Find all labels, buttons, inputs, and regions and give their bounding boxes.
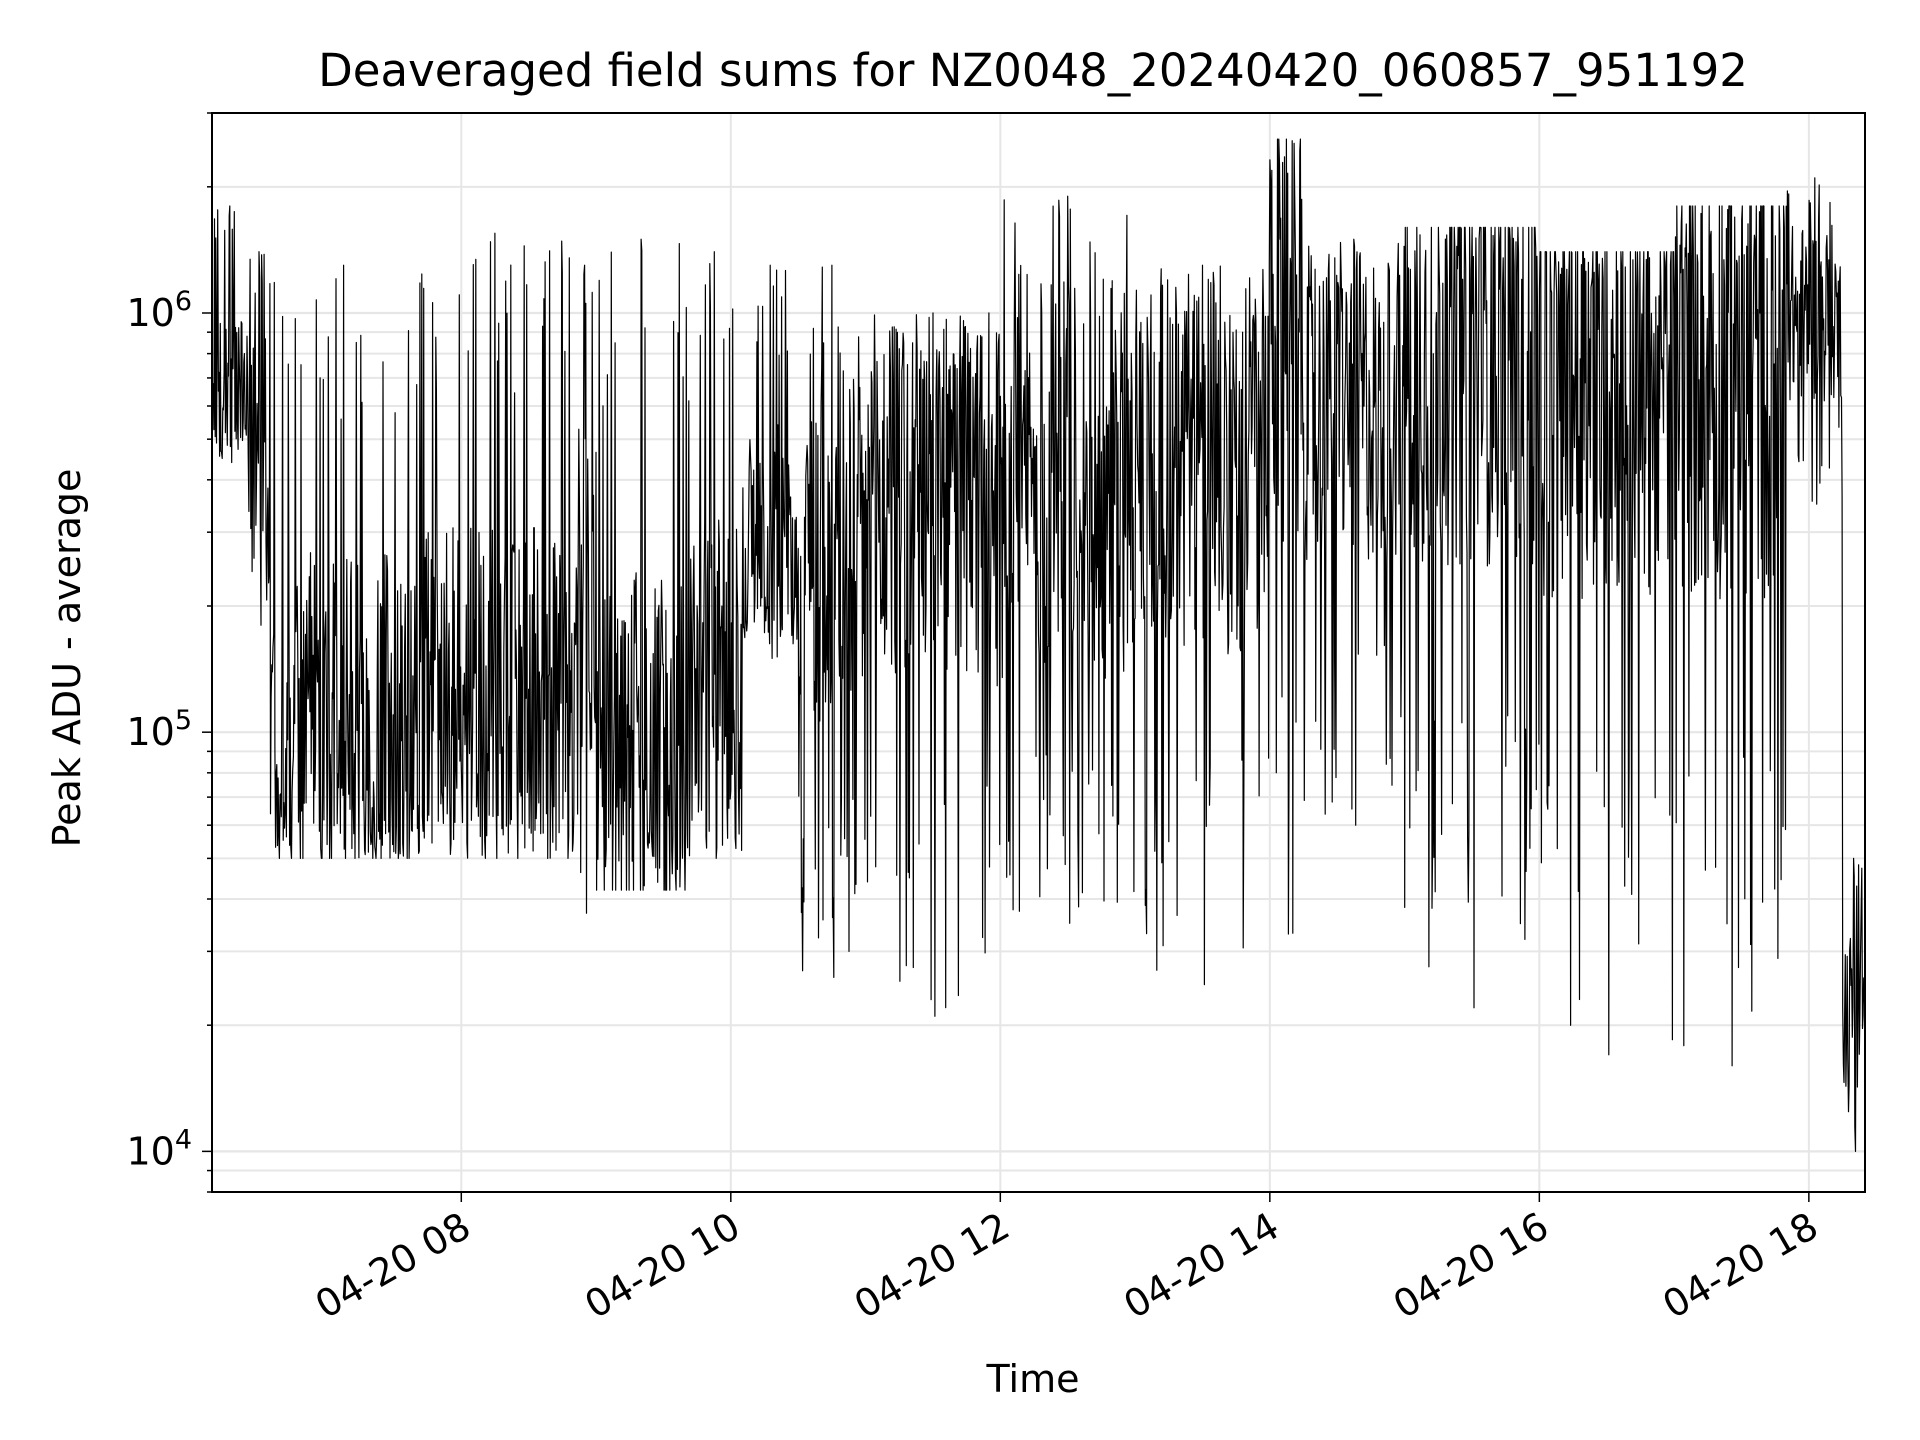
x-axis-label: Time [986,1357,1080,1401]
axes-frame [211,112,1866,1193]
y-tick-label: 105 [126,705,192,754]
chart-title: Deaveraged field sums for NZ0048_2024042… [318,44,1748,97]
y-axis-label: Peak ADU - average [45,469,89,848]
plot-area [211,112,1866,1193]
y-axis-ticks: 104 105 106 [126,112,212,1193]
y-tick-label: 106 [126,286,192,335]
series-line [211,138,1866,1152]
y-tick-label: 104 [126,1124,192,1173]
